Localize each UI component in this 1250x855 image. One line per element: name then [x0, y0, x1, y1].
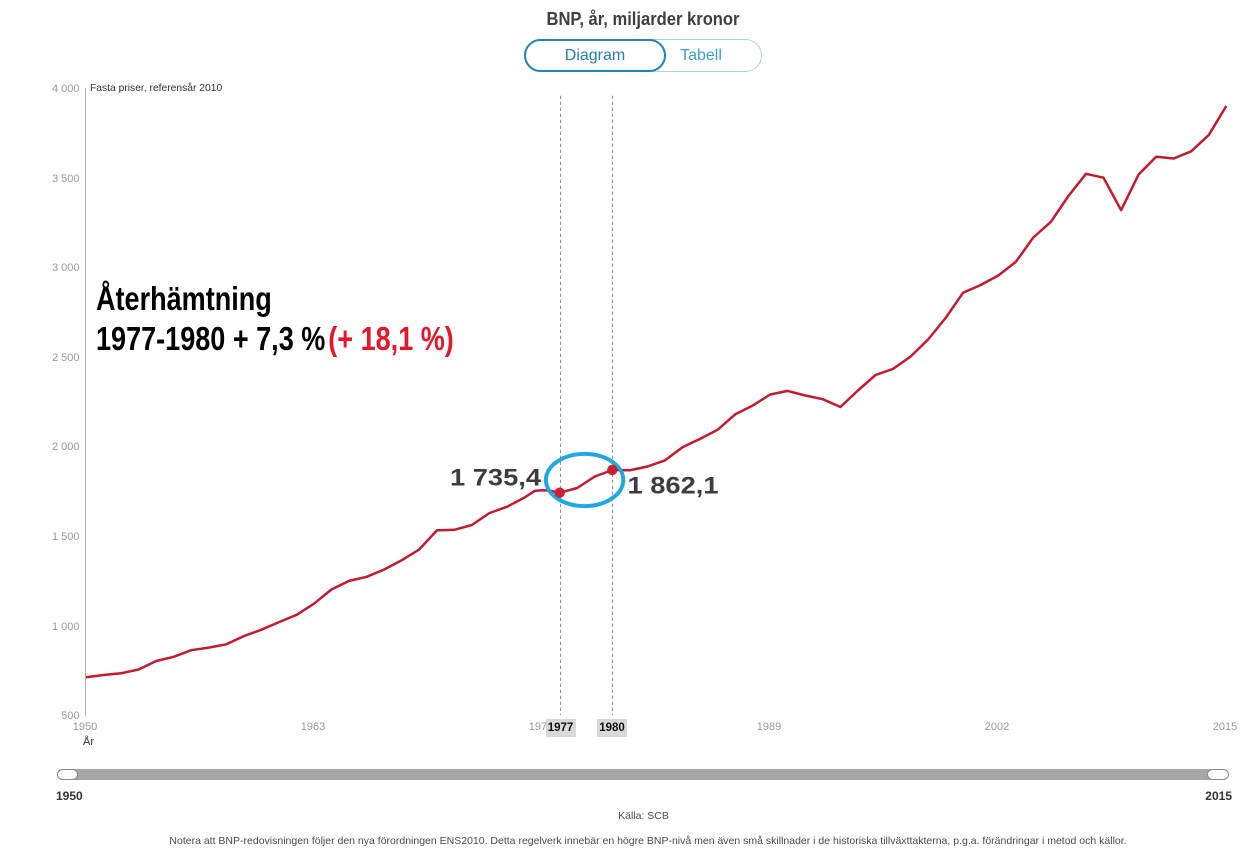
svg-text:1977-1980 + 7,3 % (+ 18,1 %): 1977-1980 + 7,3 % (+ 18,1 %) [96, 321, 454, 357]
svg-text:1 862,1: 1 862,1 [628, 473, 719, 500]
svg-text:1 735,4: 1 735,4 [450, 465, 542, 492]
svg-text:Återhämtning: Återhämtning [96, 282, 272, 318]
